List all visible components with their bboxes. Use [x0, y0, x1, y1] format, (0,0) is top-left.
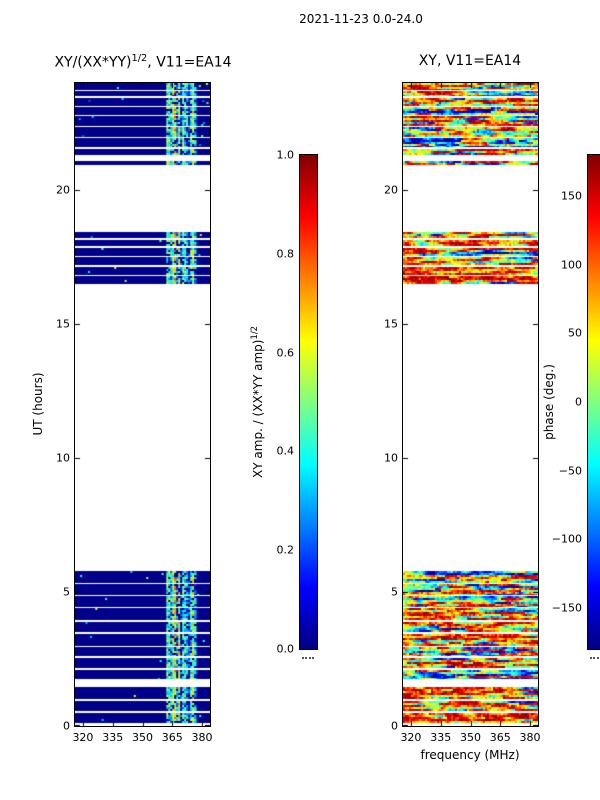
right-colorbar	[587, 154, 600, 650]
y-tick-label: 15	[384, 317, 398, 331]
y-tick-label: 0	[391, 719, 398, 733]
x-tick-label: 350	[460, 731, 481, 744]
right-plot-axes	[402, 82, 539, 727]
left-plot-title-post: , V11=EA14	[147, 54, 232, 71]
x-tick-label: 350	[132, 731, 153, 744]
x-tick-label: 335	[102, 731, 124, 744]
colorbar-tick-label: 0.6	[276, 346, 295, 360]
colorbar-tick-label: 0.2	[276, 543, 295, 557]
colorbar-tick-label: 1.0	[276, 148, 295, 162]
x-tick-label: 380	[191, 731, 213, 744]
colorbar-tick-label: −100	[551, 532, 582, 546]
colorbar-tick-label: −50	[558, 464, 582, 478]
left-heatmap-canvas	[75, 83, 210, 726]
colorbar-tick-label: 150	[561, 189, 582, 203]
colorbar-tick-label: −150	[551, 601, 582, 615]
x-tick-label: 365	[489, 731, 511, 744]
y-tick-label: 20	[56, 183, 70, 197]
x-tick-label: 335	[430, 731, 452, 744]
figure-title: 2021-11-23 0.0-24.0	[299, 12, 423, 26]
y-tick-label: 0	[63, 719, 70, 733]
y-tick-label: 15	[56, 317, 70, 331]
left-plot-title-pre: XY/(XX*YY)	[54, 54, 132, 71]
colorbar-tick-label: 0.4	[276, 444, 295, 458]
colorbar-tick-label: 0.0	[276, 642, 295, 656]
right-heatmap-canvas	[403, 83, 538, 726]
x-tick-label: 320	[72, 731, 94, 744]
right-plot-title: XY, V11=EA14	[418, 53, 522, 69]
left-plot-title-sup: 1/2	[131, 53, 148, 64]
y-tick-label: 10	[56, 451, 70, 465]
x-tick-label: 380	[519, 731, 541, 744]
y-tick-label: 20	[384, 183, 398, 197]
y-tick-label: 10	[384, 451, 398, 465]
left-colorbar-dots	[302, 657, 314, 659]
y-tick-label: 5	[63, 585, 70, 599]
left-colorbar	[299, 154, 318, 650]
left-colorbar-label-sup: 1/2	[249, 326, 259, 340]
right-colorbar-dots	[590, 657, 600, 659]
colorbar-tick-label: 100	[561, 258, 582, 272]
x-tick-label: 365	[161, 731, 183, 744]
left-plot-title: XY/(XX*YY)1/2, V11=EA14	[54, 53, 231, 71]
x-axis-label: frequency (MHz)	[420, 748, 520, 762]
x-tick-label: 320	[400, 731, 422, 744]
colorbar-tick-label: 0	[575, 395, 582, 409]
colorbar-tick-label: 50	[568, 326, 582, 340]
colorbar-tick-label: 0.8	[276, 247, 295, 261]
y-axis-label: UT (hours)	[31, 372, 45, 436]
y-tick-label: 5	[391, 585, 398, 599]
left-plot-axes	[74, 82, 211, 727]
